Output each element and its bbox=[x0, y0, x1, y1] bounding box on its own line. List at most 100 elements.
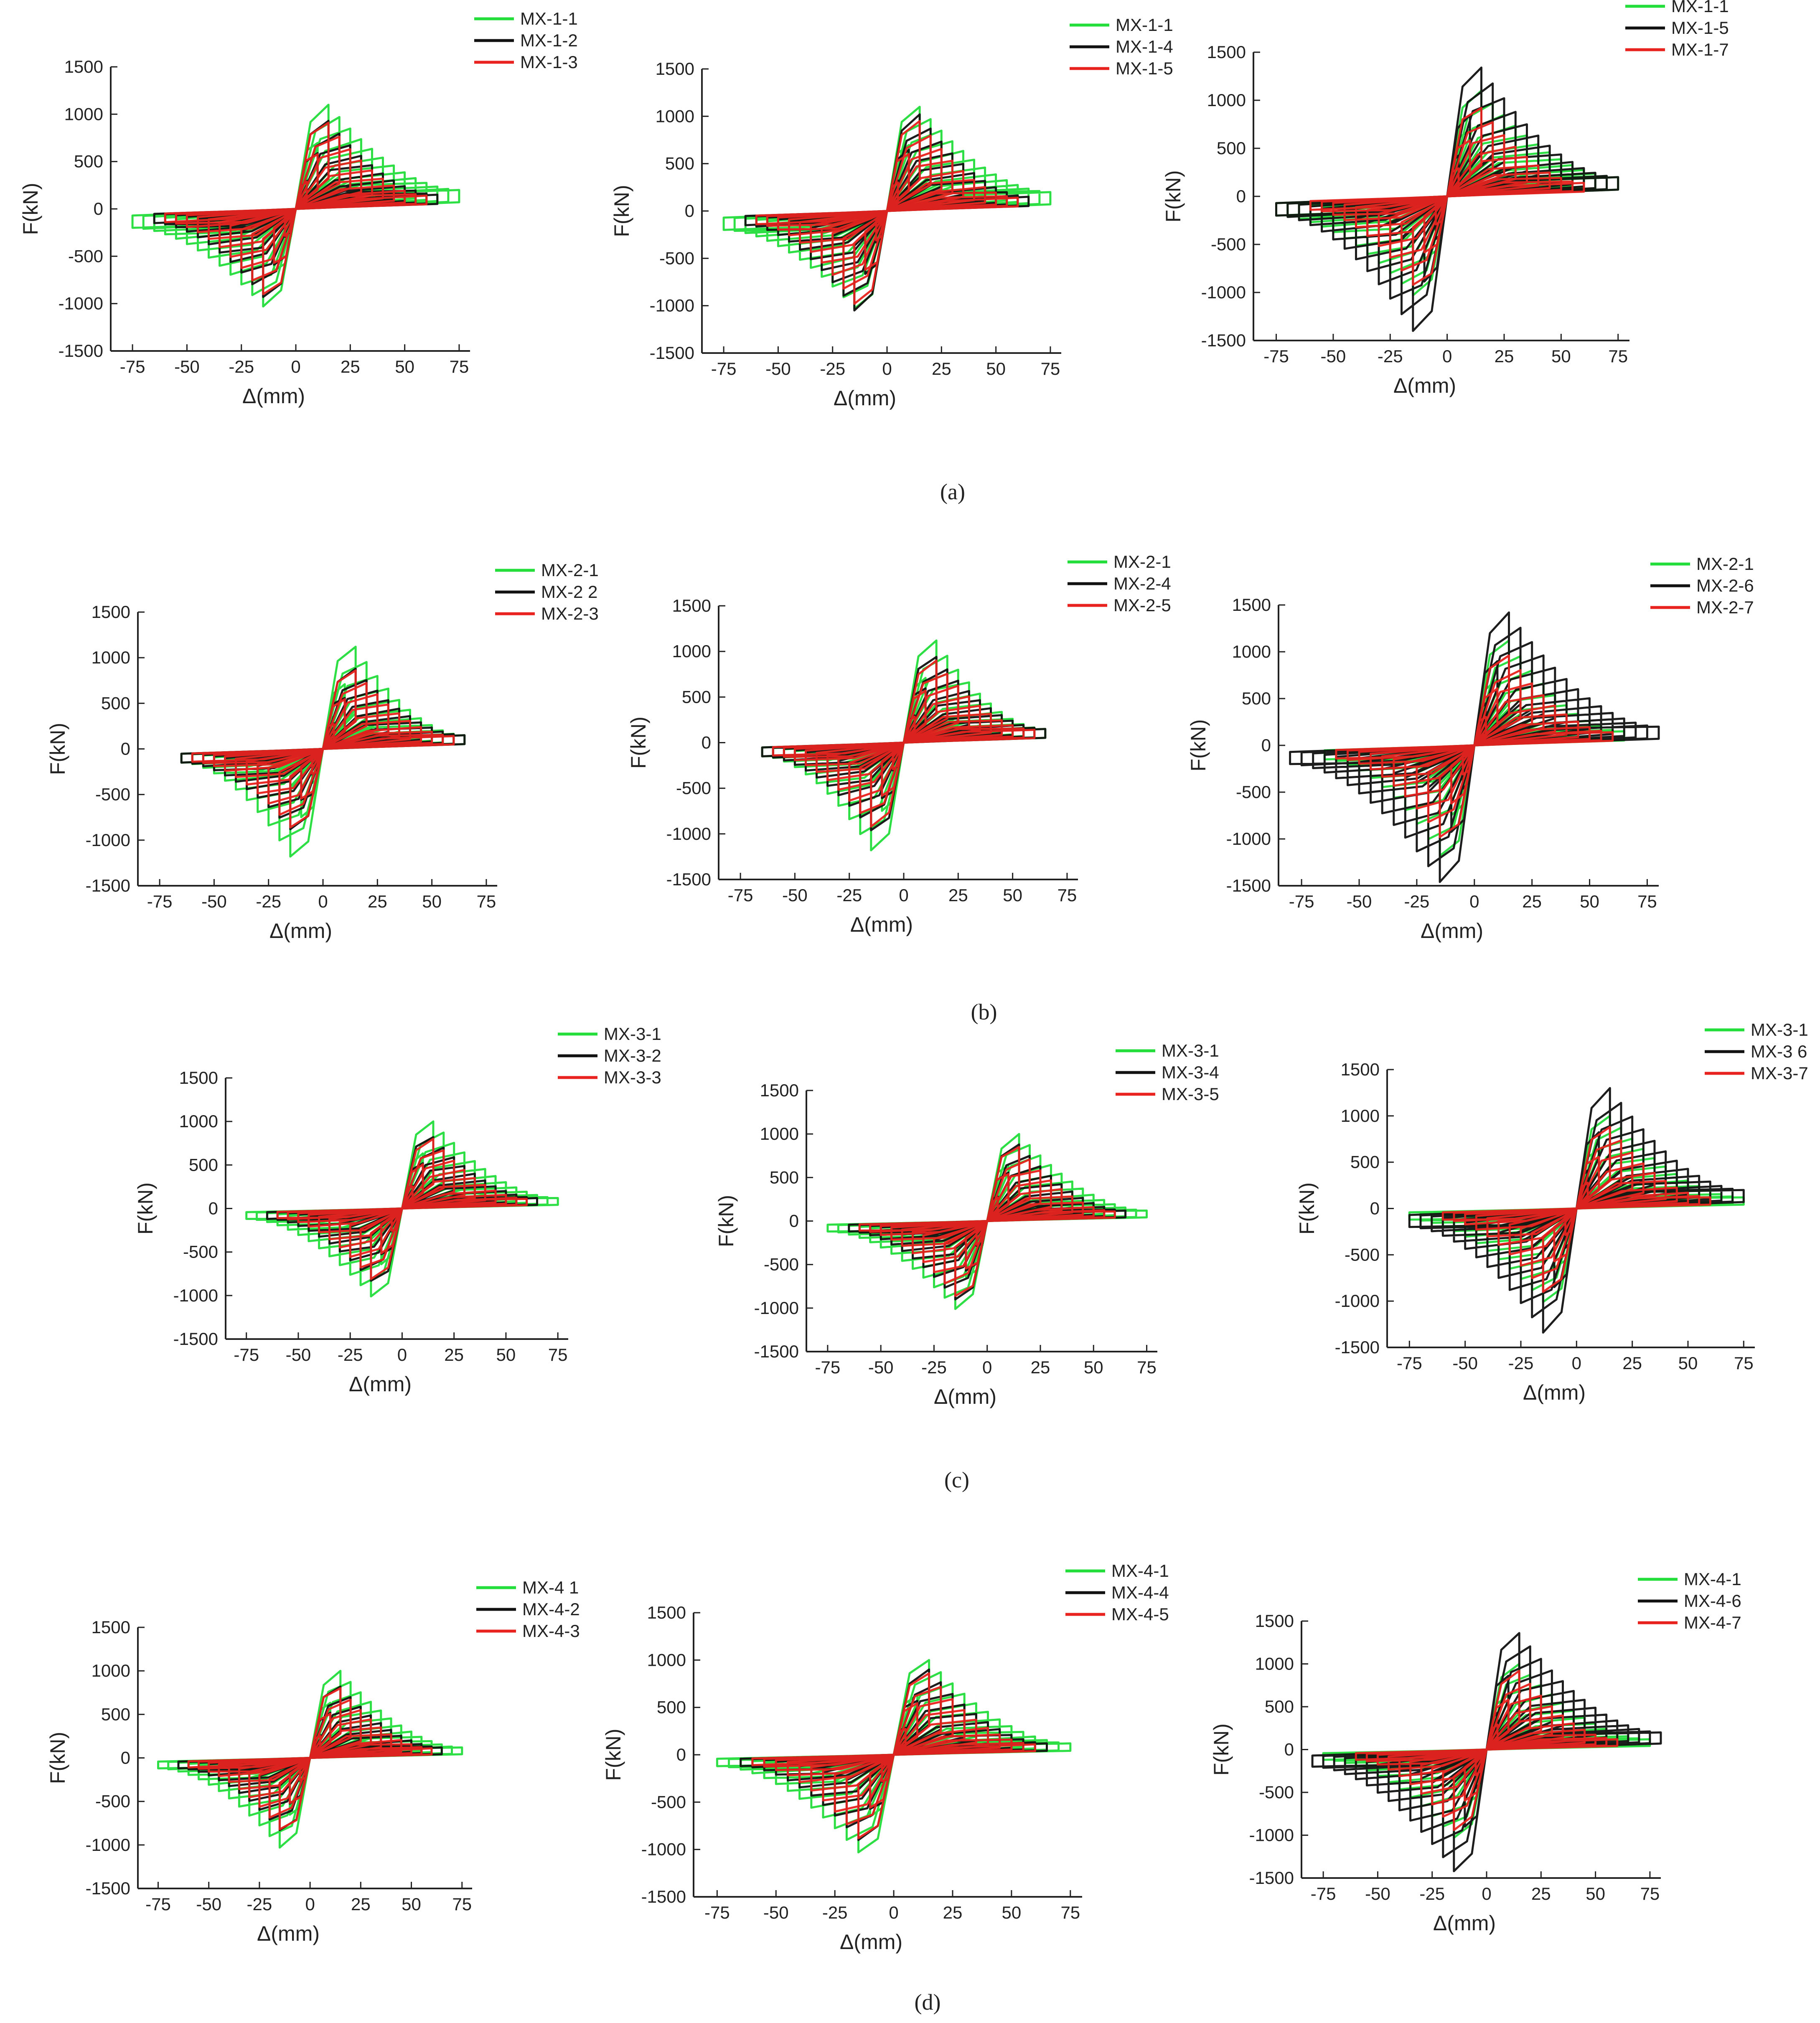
x-tick-label: 0 bbox=[982, 1357, 992, 1377]
legend: MX-3-1 MX-3-2 MX-3-3 bbox=[558, 1024, 661, 1087]
y-tick-label: 500 bbox=[1265, 1697, 1294, 1716]
x-tick-label: -50 bbox=[1347, 892, 1372, 911]
x-tick-label: 75 bbox=[450, 357, 469, 376]
legend-label: MX-1-3 bbox=[520, 52, 578, 72]
x-axis-label: Δ(mm) bbox=[934, 1385, 996, 1408]
y-tick-label: -1000 bbox=[1335, 1291, 1380, 1311]
x-tick-label: -25 bbox=[338, 1345, 363, 1365]
x-tick-label: 75 bbox=[548, 1345, 568, 1365]
x-tick-label: 0 bbox=[899, 885, 908, 905]
y-tick-label: 1500 bbox=[760, 1080, 799, 1100]
x-tick-label: 0 bbox=[1442, 346, 1452, 366]
x-tick-label: -50 bbox=[286, 1345, 311, 1365]
legend-label: MX-1-1 bbox=[1116, 15, 1173, 35]
series-curve-MX-3-5 bbox=[858, 1146, 1116, 1297]
y-tick-label: 1500 bbox=[647, 1603, 686, 1622]
x-tick-label: -50 bbox=[196, 1894, 221, 1914]
x-tick-label: 25 bbox=[1622, 1353, 1642, 1373]
x-tick-label: 50 bbox=[1678, 1353, 1698, 1373]
y-tick-label: 0 bbox=[1370, 1199, 1380, 1218]
y-tick-label: -1500 bbox=[754, 1342, 799, 1361]
y-tick-label: 0 bbox=[208, 1199, 218, 1218]
legend-label: MX-3-2 bbox=[604, 1046, 661, 1065]
x-tick-label: -25 bbox=[247, 1894, 272, 1914]
y-tick-label: 1000 bbox=[1232, 642, 1271, 661]
y-tick-label: 0 bbox=[121, 739, 130, 759]
caption-d: (d) bbox=[915, 1990, 941, 2015]
chart-d2: -1500 -1000 -500 0 500 1000 1500 -75 -50 -25 0 25 50… bbox=[602, 1561, 1169, 1954]
y-tick-label: 0 bbox=[1236, 186, 1246, 206]
x-tick-label: -75 bbox=[145, 1894, 171, 1914]
y-axis-label: F(kN) bbox=[610, 185, 633, 237]
y-tick-label: 500 bbox=[657, 1698, 686, 1717]
series-curve-MX-1-3 bbox=[164, 122, 428, 295]
y-tick-label: -1500 bbox=[58, 341, 103, 361]
x-tick-label: 50 bbox=[395, 357, 414, 376]
y-tick-label: -1500 bbox=[650, 343, 694, 363]
y-tick-label: -500 bbox=[651, 1792, 686, 1812]
series-curve-MX-3-7 bbox=[1441, 1126, 1711, 1293]
y-tick-label: 1500 bbox=[179, 1068, 218, 1088]
legend-label: MX-3-4 bbox=[1162, 1062, 1219, 1082]
y-tick-label: 1500 bbox=[672, 596, 711, 615]
x-tick-label: -25 bbox=[1508, 1353, 1534, 1373]
x-axis-label: Δ(mm) bbox=[834, 386, 896, 410]
legend-label: MX-3 6 bbox=[1751, 1042, 1807, 1061]
x-axis-label: Δ(mm) bbox=[1433, 1911, 1496, 1935]
x-tick-label: -50 bbox=[763, 1903, 789, 1922]
legend-label: MX-3-3 bbox=[604, 1067, 661, 1087]
y-tick-label: 500 bbox=[1350, 1152, 1380, 1172]
y-tick-label: -1500 bbox=[641, 1887, 686, 1906]
y-tick-label: -1000 bbox=[641, 1840, 686, 1859]
y-axis-label: F(kN) bbox=[714, 1195, 738, 1247]
legend: MX-4-1 MX-4-4 MX-4-5 bbox=[1065, 1561, 1169, 1624]
legend-label: MX-1-1 bbox=[1671, 0, 1729, 16]
series-curve-MX-4-3 bbox=[187, 1687, 433, 1830]
y-tick-label: -1500 bbox=[86, 1878, 130, 1898]
x-axis-label: Δ(mm) bbox=[349, 1372, 412, 1396]
y-tick-label: -500 bbox=[183, 1242, 218, 1262]
y-tick-label: 500 bbox=[101, 1704, 130, 1724]
x-tick-label: 75 bbox=[1640, 1884, 1660, 1904]
y-axis-label: F(kN) bbox=[1162, 170, 1185, 223]
x-tick-label: 0 bbox=[305, 1894, 315, 1914]
x-tick-label: 50 bbox=[402, 1894, 421, 1914]
x-tick-label: 25 bbox=[351, 1894, 371, 1914]
y-tick-label: 1000 bbox=[656, 106, 694, 126]
legend-label: MX-4 1 bbox=[522, 1578, 579, 1597]
x-tick-label: -75 bbox=[1397, 1353, 1422, 1373]
x-tick-label: -25 bbox=[1378, 346, 1403, 366]
y-tick-label: 1500 bbox=[92, 602, 130, 622]
y-tick-label: -1000 bbox=[173, 1286, 218, 1305]
y-tick-label: 500 bbox=[101, 693, 130, 713]
x-tick-label: -50 bbox=[174, 357, 200, 376]
x-axis-label: Δ(mm) bbox=[269, 919, 332, 943]
y-tick-label: 500 bbox=[74, 152, 103, 171]
x-tick-label: 0 bbox=[1482, 1884, 1491, 1904]
legend: MX-1-1 MX-1-2MX-1-3 bbox=[474, 9, 578, 72]
y-tick-label: -1000 bbox=[86, 830, 130, 850]
chart-d1: -1500 -1000 -500 0 500 1000 1500 -75 -50 -25 0 25 50… bbox=[46, 1578, 580, 1945]
x-tick-label: 50 bbox=[1580, 892, 1599, 911]
y-tick-label: -1000 bbox=[1201, 282, 1246, 302]
x-tick-label: -75 bbox=[1263, 346, 1289, 366]
y-tick-label: -1500 bbox=[86, 876, 130, 895]
x-tick-label: 0 bbox=[889, 1903, 898, 1922]
y-tick-label: -1000 bbox=[1249, 1825, 1294, 1845]
legend: MX-3-1 MX-3-4MX-3-5 bbox=[1116, 1041, 1219, 1104]
legend: MX-1-1 MX-1-5 MX-1-7 bbox=[1625, 0, 1729, 59]
x-tick-label: -50 bbox=[1365, 1884, 1390, 1904]
y-tick-label: -500 bbox=[1259, 1782, 1294, 1802]
y-tick-label: -1000 bbox=[86, 1835, 130, 1855]
legend-label: MX-1-1 bbox=[520, 9, 578, 28]
y-tick-label: 0 bbox=[1284, 1740, 1294, 1759]
x-tick-label: 0 bbox=[318, 892, 328, 911]
y-tick-label: -500 bbox=[1345, 1245, 1380, 1264]
legend: MX-2-1 MX-2-4 MX-2-5 bbox=[1068, 552, 1171, 615]
x-tick-label: -50 bbox=[1452, 1353, 1478, 1373]
y-tick-label: 1000 bbox=[1341, 1106, 1380, 1126]
y-tick-label: 500 bbox=[1242, 689, 1271, 708]
chart-a1: -1500 -1000 -500 0 500 1000 1500 -75 -50 -25 0 25 50… bbox=[19, 9, 578, 408]
x-axis-label: Δ(mm) bbox=[1523, 1381, 1586, 1404]
